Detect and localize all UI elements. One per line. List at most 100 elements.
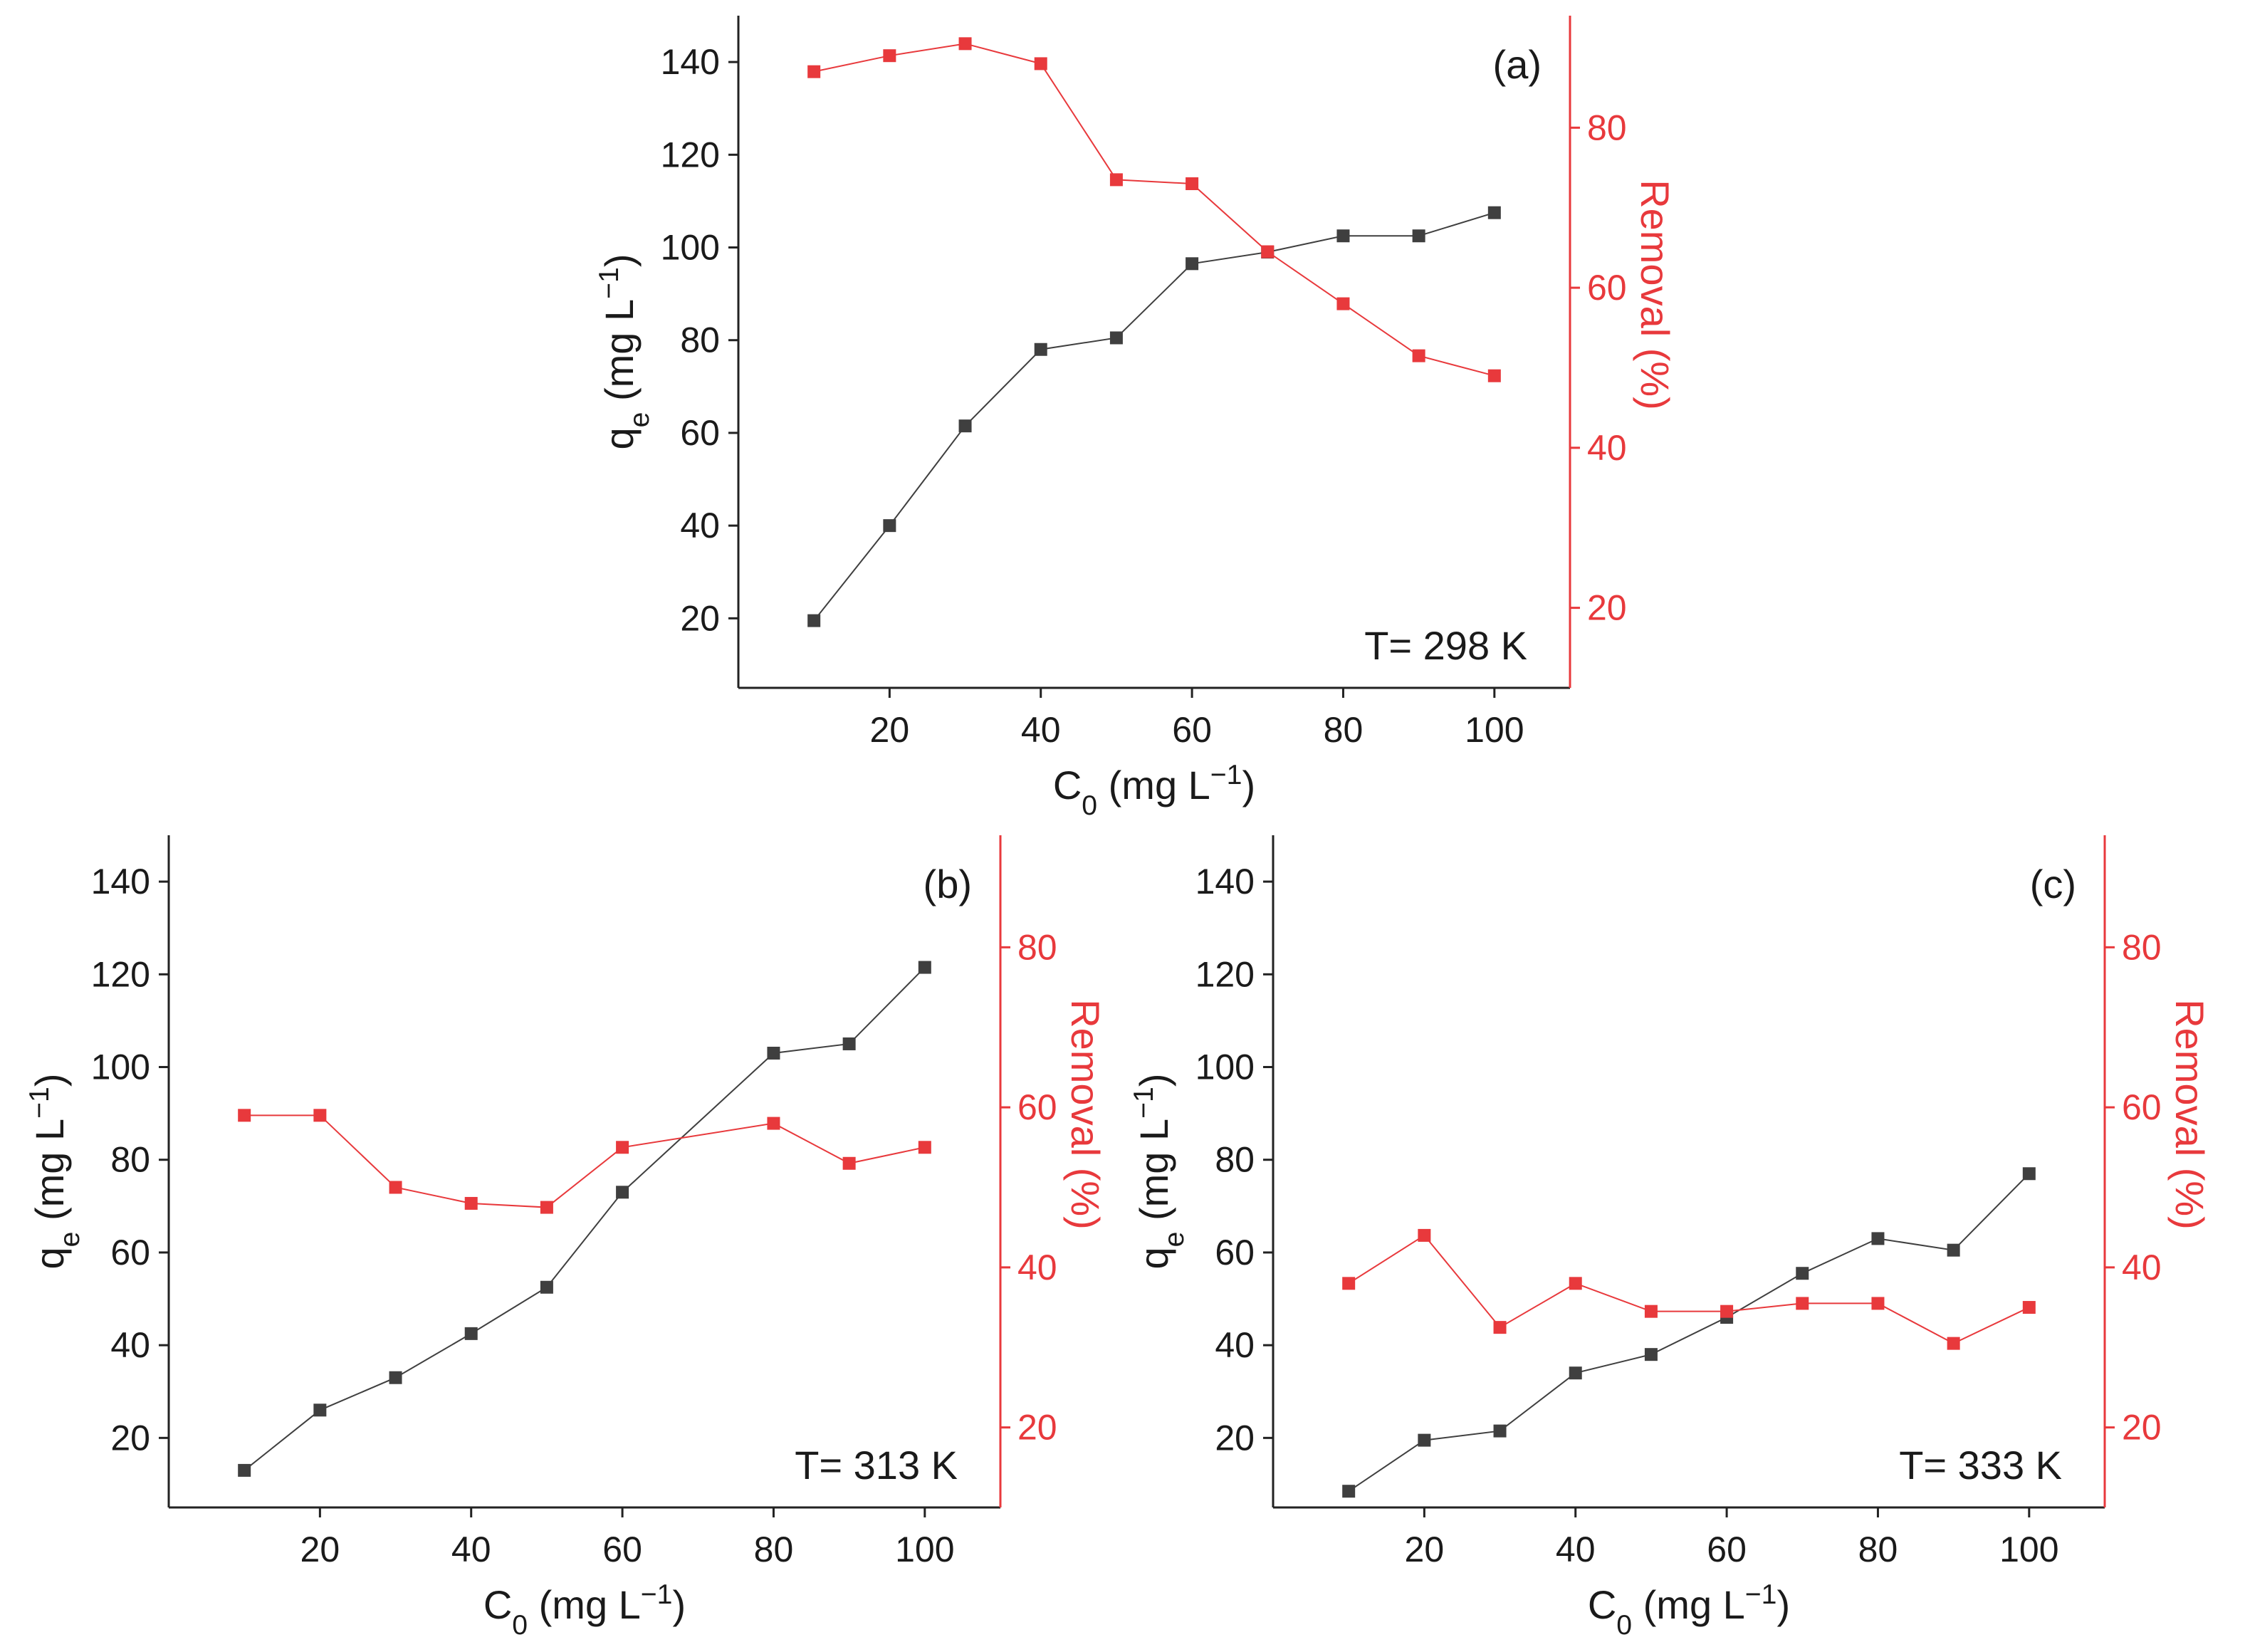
qe-data-point: [540, 1280, 553, 1294]
removal-data-point: [958, 37, 972, 51]
y-left-tick-label: 60: [110, 1233, 150, 1272]
y-right-axis-title: Removal (%): [1063, 999, 1108, 1230]
y-left-tick-label: 140: [1195, 862, 1255, 901]
qe-data-point: [918, 961, 931, 974]
qe-data-point: [842, 1037, 856, 1050]
y-right-tick-label: 20: [1587, 588, 1627, 628]
removal-data-point: [2022, 1301, 2036, 1314]
y-left-axis-title: qe (mg L−1): [594, 254, 655, 450]
qe-data-point: [238, 1463, 251, 1477]
y-left-tick-label: 20: [680, 598, 720, 638]
qe-data-point: [1871, 1232, 1885, 1245]
chart-panel-a: 20 40 60 80 100 20 40 60 80 100 120 140 20 40 60 80 C0 (…: [594, 16, 1678, 821]
y-right-tick-label: 60: [1587, 268, 1627, 308]
removal-data-point: [1412, 349, 1425, 362]
y-left-tick-label: 100: [661, 228, 720, 268]
removal-data-point: [1947, 1337, 1960, 1350]
y-right-tick-label: 80: [2122, 927, 2162, 967]
y-left-tick-label: 20: [1215, 1418, 1255, 1458]
qe-data-point: [1412, 229, 1425, 243]
removal-data-point: [616, 1141, 629, 1154]
x-tick-label: 40: [1021, 710, 1061, 750]
removal-data-point: [1871, 1297, 1885, 1310]
temperature-label: T= 333 K: [1899, 1443, 2062, 1488]
removal-data-point: [1261, 245, 1275, 258]
qe-data-point: [1342, 1485, 1356, 1498]
y-right-tick-label: 40: [1017, 1248, 1057, 1287]
x-tick-label: 100: [895, 1530, 954, 1569]
removal-series-line: [1348, 1234, 2030, 1344]
y-left-tick-label: 80: [110, 1140, 150, 1180]
qe-data-point: [1569, 1366, 1582, 1380]
removal-data-point: [918, 1141, 931, 1154]
removal-data-point: [883, 49, 896, 63]
qe-data-point: [1336, 229, 1350, 243]
y-left-tick-label: 20: [110, 1418, 150, 1458]
chart-panel-c: 20 40 60 80 100 20 40 60 80 100 120 140 20 40 60 80 C0 (…: [1129, 835, 2212, 1641]
qe-series-line: [1348, 1173, 2030, 1492]
y-left-tick-label: 40: [110, 1325, 150, 1365]
y-left-tick-label: 60: [680, 413, 720, 453]
temperature-label: T= 298 K: [1364, 623, 1527, 668]
x-tick-label: 60: [1172, 710, 1212, 750]
qe-data-point: [1644, 1348, 1658, 1361]
removal-data-point: [540, 1201, 553, 1214]
x-tick-label: 80: [754, 1530, 794, 1569]
y-left-tick-label: 80: [680, 320, 720, 360]
removal-data-point: [1109, 173, 1123, 187]
removal-data-point: [767, 1117, 780, 1130]
svg-text:C0 (mg L−1): C0 (mg L−1): [1588, 1579, 1790, 1641]
qe-data-point: [464, 1327, 478, 1340]
removal-data-point: [389, 1181, 402, 1194]
y-left-axis-title: qe (mg L−1): [1129, 1074, 1190, 1270]
qe-series-line: [244, 966, 926, 1471]
removal-data-point: [464, 1196, 478, 1210]
removal-series-line: [244, 1114, 926, 1208]
y-left-tick-label: 120: [661, 135, 720, 174]
chart-panel-b: 20 40 60 80 100 20 40 60 80 100 120 140 20 40 60 80 C0 (…: [24, 835, 1108, 1641]
panel-label: (b): [923, 862, 972, 906]
removal-data-point: [1644, 1305, 1658, 1318]
x-tick-label: 20: [870, 710, 910, 750]
x-tick-label: 100: [1465, 710, 1524, 750]
removal-data-point: [1796, 1297, 1809, 1310]
removal-data-point: [1034, 57, 1047, 70]
qe-series-line: [813, 211, 1495, 622]
y-right-axis-title: Removal (%): [2167, 999, 2212, 1230]
x-tick-label: 80: [1858, 1530, 1898, 1569]
y-left-tick-label: 120: [1195, 954, 1255, 994]
x-tick-label: 60: [1707, 1530, 1747, 1569]
y-left-axis-title: qe (mg L−1): [24, 1074, 85, 1270]
qe-data-point: [1418, 1433, 1431, 1447]
qe-data-point: [1034, 343, 1047, 356]
qe-data-point: [1186, 257, 1199, 271]
removal-data-point: [1336, 297, 1350, 310]
y-left-tick-label: 60: [1215, 1233, 1255, 1272]
removal-data-point: [1487, 369, 1501, 382]
temperature-label: T= 313 K: [795, 1443, 958, 1488]
y-right-tick-label: 60: [1017, 1087, 1057, 1127]
qe-data-point: [883, 519, 896, 533]
qe-data-point: [2022, 1167, 2036, 1181]
removal-data-point: [238, 1109, 251, 1122]
y-right-tick-label: 20: [2122, 1408, 2162, 1448]
y-right-axis-title: Removal (%): [1633, 179, 1678, 410]
y-right-tick-label: 40: [1587, 428, 1627, 468]
removal-data-point: [807, 65, 821, 78]
x-tick-label: 40: [451, 1530, 491, 1569]
qe-data-point: [1109, 331, 1123, 345]
x-tick-label: 20: [1405, 1530, 1445, 1569]
qe-data-point: [958, 419, 972, 433]
x-tick-label: 60: [602, 1530, 642, 1569]
qe-data-point: [1796, 1267, 1809, 1280]
qe-data-point: [616, 1186, 629, 1199]
y-left-tick-label: 140: [91, 862, 150, 901]
qe-data-point: [1487, 206, 1501, 219]
y-left-tick-label: 80: [1215, 1140, 1255, 1180]
removal-data-point: [1493, 1321, 1507, 1334]
qe-data-point: [1493, 1424, 1507, 1438]
x-tick-label: 20: [300, 1530, 340, 1569]
svg-text:C0 (mg L−1): C0 (mg L−1): [1053, 760, 1255, 821]
x-tick-label: 100: [1999, 1530, 2058, 1569]
